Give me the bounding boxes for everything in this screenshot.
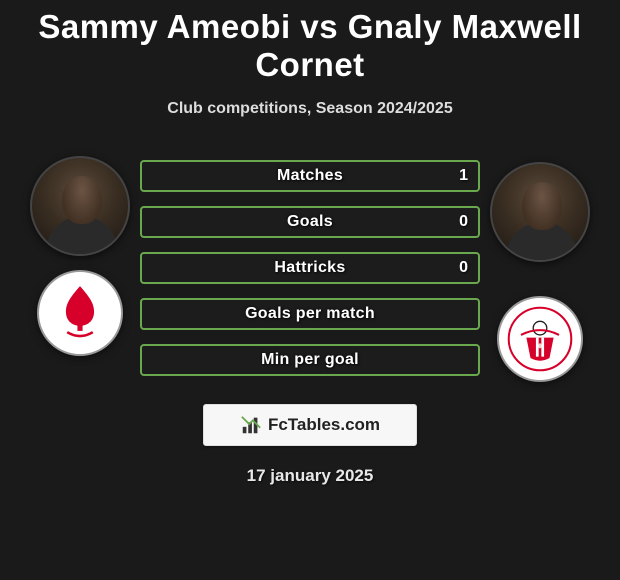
forest-tree-icon bbox=[48, 281, 112, 345]
stat-label: Matches bbox=[142, 167, 478, 185]
stat-row-goals-per-match: Goals per match bbox=[140, 298, 480, 330]
chart-icon bbox=[240, 414, 262, 436]
player-left-avatar bbox=[30, 156, 130, 256]
stat-row-min-per-goal: Min per goal bbox=[140, 344, 480, 376]
club-right-badge bbox=[497, 296, 583, 382]
date-text: 17 january 2025 bbox=[0, 466, 620, 486]
stat-value-right: 0 bbox=[459, 213, 468, 231]
stat-label: Goals bbox=[142, 213, 478, 231]
page-title: Sammy Ameobi vs Gnaly Maxwell Cornet bbox=[0, 8, 620, 84]
player-left-column bbox=[20, 156, 140, 356]
brand-badge: FcTables.com bbox=[203, 404, 417, 446]
main-layout: Matches 1 Goals 0 Hattricks 0 Goals per … bbox=[0, 156, 620, 382]
brand-text: FcTables.com bbox=[268, 415, 380, 435]
stat-value-right: 0 bbox=[459, 259, 468, 277]
stat-label: Hattricks bbox=[142, 259, 478, 277]
player-right-avatar bbox=[490, 162, 590, 262]
stats-list: Matches 1 Goals 0 Hattricks 0 Goals per … bbox=[140, 160, 480, 376]
southampton-crest-icon bbox=[506, 305, 574, 373]
player-right-column bbox=[480, 156, 600, 382]
stat-value-right: 1 bbox=[459, 167, 468, 185]
stat-row-goals: Goals 0 bbox=[140, 206, 480, 238]
stat-label: Min per goal bbox=[142, 351, 478, 369]
stat-label: Goals per match bbox=[142, 305, 478, 323]
club-left-badge bbox=[37, 270, 123, 356]
comparison-card: Sammy Ameobi vs Gnaly Maxwell Cornet Clu… bbox=[0, 0, 620, 580]
stat-row-matches: Matches 1 bbox=[140, 160, 480, 192]
page-subtitle: Club competitions, Season 2024/2025 bbox=[0, 100, 620, 118]
stat-row-hattricks: Hattricks 0 bbox=[140, 252, 480, 284]
